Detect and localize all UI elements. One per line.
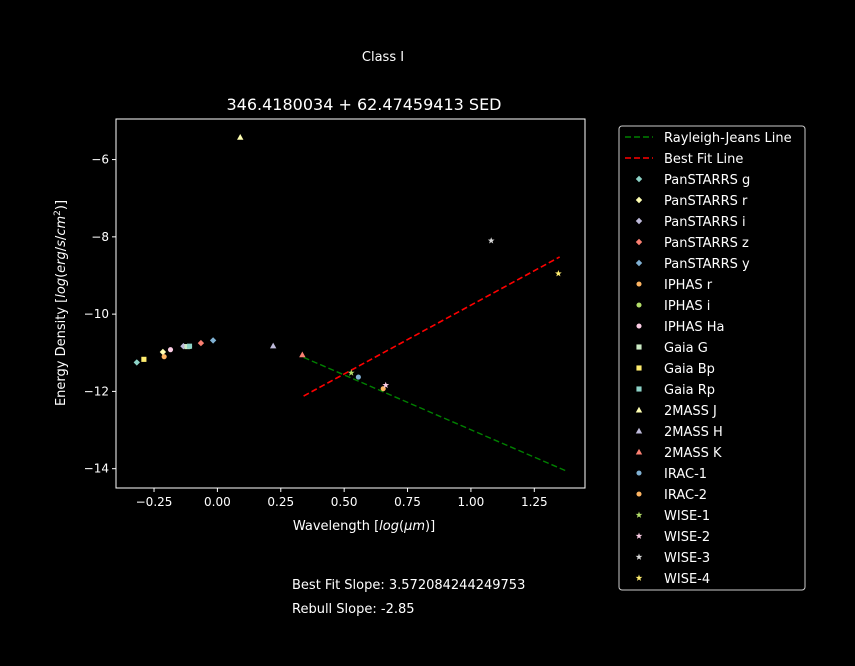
legend-swatch-2mass-k [635,448,643,455]
best-fit-slope-text: Best Fit Slope: 3.572084244249753 [292,578,525,593]
best-fit-line-line [303,256,561,397]
legend-swatch-iphas-ha [636,323,642,329]
legend: Rayleigh-Jeans Line Best Fit Line PanSTARR… [618,125,806,591]
legend-label-iphas-r: IPHAS r [664,278,713,293]
legend-label-panstarrs-i: PanSTARRS i [664,215,746,230]
y-tick-label: −14 [84,462,109,476]
x-axis-label: Wavelength [log(μm)] [293,519,435,534]
data-point-wise-1 [347,369,355,376]
legend-swatch-2mass-h [635,427,643,434]
data-point-panstarrs-y [209,337,217,344]
legend-swatch-iphas-i [636,302,642,308]
legend-swatch-wise-4 [635,574,643,581]
legend-label-panstarrs-z: PanSTARRS z [664,236,749,251]
legend-label-iphas-ha: IPHAS Ha [664,320,724,335]
data-point-wise-3 [487,237,495,244]
legend-label-2mass-k: 2MASS K [664,446,722,461]
legend-swatch-gaia-rp [636,386,642,392]
data-point-wise-2 [382,381,390,389]
x-tick-label: 1.00 [458,495,485,509]
x-tick-label: −0.25 [136,495,173,509]
legend-swatch-wise-3 [635,553,643,560]
data-points-layer [133,133,562,392]
y-axis-ticks: −6 −8 −10 −12 −14 [84,153,116,476]
legend-items: Rayleigh-Jeans Line Best Fit Line PanSTARR… [625,131,792,587]
legend-frame [618,125,806,591]
x-tick-label: 0.50 [331,495,358,509]
legend-label-panstarrs-g: PanSTARRS g [664,173,750,188]
legend-label-gaia-rp: Gaia Rp [664,383,715,398]
legend-swatch-panstarrs-z [635,238,643,246]
y-axis-label: Energy Density [log(erg/s/cm2)] [53,200,69,406]
data-point-panstarrs-z [197,339,205,347]
legend-swatch-irac-2 [636,491,642,497]
legend-label-wise-3: WISE-3 [664,551,710,566]
data-point-iphas-r [161,354,167,360]
legend-label-2mass-j: 2MASS J [664,404,717,419]
y-tick-label: −6 [91,153,109,167]
legend-label-rayleigh-jeans-line: Rayleigh-Jeans Line [664,131,792,146]
legend-label-panstarrs-r: PanSTARRS r [664,194,748,209]
legend-swatch-wise-2 [635,532,643,539]
y-tick-label: −8 [91,230,109,244]
legend-label-best-fit-line: Best Fit Line [664,152,743,167]
legend-label-wise-4: WISE-4 [664,572,710,587]
legend-swatch-2mass-j [635,406,643,413]
legend-label-iphas-i: IPHAS i [664,299,710,314]
y-tick-label: −10 [84,307,109,321]
figure-suptitle: Class I [362,50,404,65]
legend-label-wise-2: WISE-2 [664,530,710,545]
data-point-gaia-rp [186,343,193,349]
data-point-iphas-ha [167,347,174,353]
x-tick-label: 0.00 [204,495,231,509]
legend-label-2mass-h: 2MASS H [664,425,723,440]
y-tick-label: −12 [84,384,109,398]
data-point-2mass-h [269,342,277,349]
data-point-irac-1 [355,374,361,380]
x-tick-label: 1.25 [521,495,548,509]
x-axis-ticks: −0.25 0.00 0.25 0.50 0.75 1.00 1.25 [136,488,548,509]
legend-swatch-gaia-g [636,344,642,350]
fit-lines-layer [303,256,568,473]
chart-title: 346.4180034 + 62.47459413 SED [226,95,501,114]
legend-swatch-panstarrs-y [635,259,643,267]
data-point-2mass-k [299,351,306,358]
legend-label-irac-1: IRAC-1 [664,467,707,482]
data-point-gaia-bp [141,356,147,362]
legend-swatch-panstarrs-g [635,175,643,183]
rebull-slope-text: Rebull Slope: -2.85 [292,602,415,617]
legend-swatch-panstarrs-r [635,196,643,204]
legend-swatch-panstarrs-i [635,217,643,225]
data-point-2mass-j [237,133,244,140]
data-point-panstarrs-g [133,359,140,366]
plot-area [133,133,568,473]
legend-label-gaia-bp: Gaia Bp [664,362,715,377]
legend-label-gaia-g: Gaia G [664,341,708,356]
legend-swatch-irac-1 [636,470,642,476]
data-point-panstarrs-r [159,348,167,356]
x-tick-label: 0.25 [267,495,294,509]
rayleigh-jeans-line-line [303,356,568,473]
legend-swatch-gaia-bp [636,365,642,371]
legend-label-panstarrs-y: PanSTARRS y [664,257,750,272]
legend-label-wise-1: WISE-1 [664,509,710,524]
axes-frame [115,118,586,489]
legend-swatch-wise-1 [635,511,643,518]
data-point-wise-4 [555,270,562,277]
x-tick-label: 0.75 [394,495,421,509]
legend-label-irac-2: IRAC-2 [664,488,707,503]
legend-swatch-iphas-r [636,281,642,287]
